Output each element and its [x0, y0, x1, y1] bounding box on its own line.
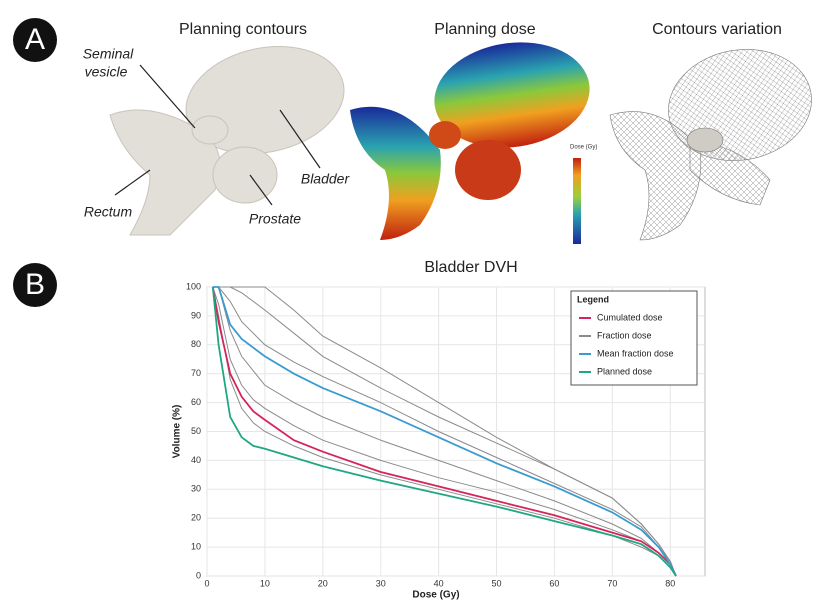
annotation-leaders: [114, 64, 321, 206]
annotation: Rectum: [84, 204, 133, 220]
dose-render: [350, 42, 590, 241]
y-tick-label: 80: [191, 339, 201, 349]
y-tick-label: 20: [191, 513, 201, 523]
x-tick-label: 70: [607, 578, 617, 588]
y-tick-label: 30: [191, 484, 201, 494]
y-tick-label: 50: [191, 426, 201, 436]
y-tick-label: 0: [196, 570, 201, 580]
panel-title: Planning contours: [179, 21, 307, 38]
legend-label: Planned dose: [597, 366, 652, 376]
series-line: [212, 286, 677, 577]
x-tick-label: 50: [492, 578, 502, 588]
y-tick-label: 60: [191, 397, 201, 407]
legend-box: [570, 290, 698, 386]
y-tick-label: 70: [191, 368, 201, 378]
x-tick-label: 30: [376, 578, 386, 588]
legend-label: Cumulated dose: [597, 312, 663, 322]
legend-title: Legend: [577, 294, 609, 304]
series-line: [211, 286, 677, 577]
annotation: Bladder: [301, 171, 351, 187]
chart: Bladder DVH 0 10 20 30 40 50 60 70 80 90 100 0 10 20 30…: [172, 259, 706, 601]
series-line: [212, 286, 677, 577]
contours-render: [109, 45, 345, 236]
annotation: vesicle: [85, 64, 128, 80]
y-tick-label: 90: [191, 310, 201, 320]
y-axis-label: Volume (%): [172, 405, 183, 459]
x-tick-label: 40: [434, 578, 444, 588]
colorbar-title: Dose (Gy): [570, 145, 597, 151]
annotation: Seminal: [83, 46, 134, 62]
series-line: [211, 286, 677, 577]
x-tick-label: 60: [549, 578, 559, 588]
variation-render: [609, 49, 812, 241]
series-line: [212, 286, 677, 577]
panel-badge: [13, 18, 57, 62]
y-tick-label: 10: [191, 541, 201, 551]
panel-title: Contours variation: [652, 21, 782, 38]
panel-title: Planning dose: [434, 21, 536, 38]
x-axis-label: Dose (Gy): [412, 590, 459, 601]
annotation: Prostate: [249, 211, 301, 227]
colorbar: [573, 158, 581, 244]
x-tick-label: 80: [665, 578, 675, 588]
x-tick-label: 20: [318, 578, 328, 588]
x-tick-label: 0: [204, 578, 209, 588]
legend-label: Fraction dose: [597, 330, 652, 340]
legend-label: Mean fraction dose: [597, 348, 674, 358]
panel-label: B: [25, 268, 45, 301]
chart-title: Bladder DVH: [424, 259, 517, 276]
panel-label: A: [25, 23, 45, 56]
series-line: [212, 286, 677, 577]
y-tick-label: 40: [191, 455, 201, 465]
series-line: [212, 286, 677, 577]
x-tick-label: 10: [260, 578, 270, 588]
panel-badge: [13, 263, 57, 307]
y-tick-label: 100: [186, 281, 201, 291]
